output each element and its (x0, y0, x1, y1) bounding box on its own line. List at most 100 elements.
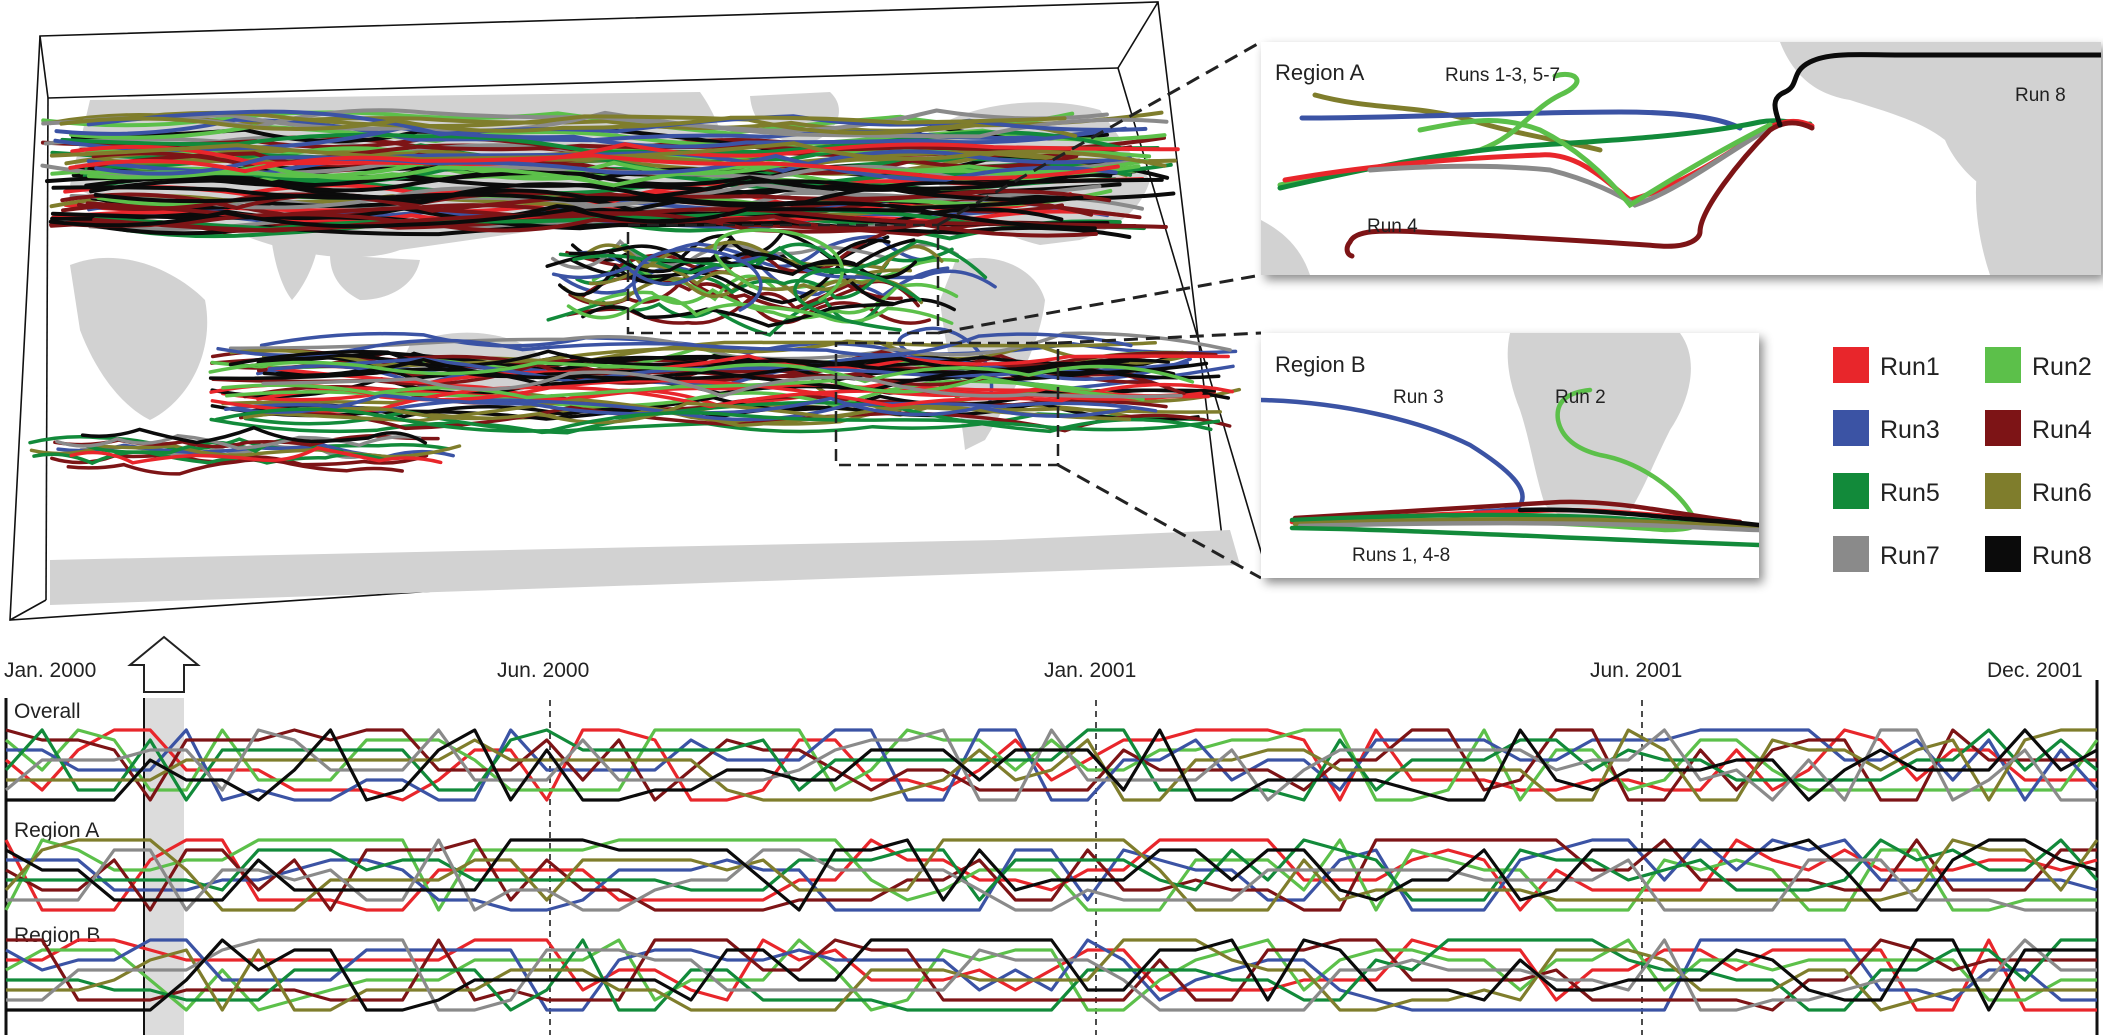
region-a-run2b (1417, 118, 1773, 209)
region-b-rank-line-run3 (5, 938, 2097, 1012)
trajectory-run8 (80, 425, 428, 445)
trajectory-loop-run3 (632, 247, 763, 312)
antarctica (50, 530, 1240, 605)
legend-label-run4: Run4 (2032, 416, 2092, 444)
region-b-rank-line-run7 (6, 938, 2097, 1012)
date-label-jun-2001: Jun. 2001 (1590, 659, 1682, 682)
region-a-rank-line-run4 (5, 838, 2097, 912)
overall-rank-line-run7 (4, 728, 2097, 802)
legend-swatch-run8[interactable] (1985, 536, 2021, 572)
trajectory-run5 (214, 407, 1221, 433)
legend-swatch-run6[interactable] (1985, 473, 2021, 509)
legend-label-run3: Run3 (1880, 416, 1940, 444)
region-a-run4 (1344, 120, 1815, 259)
legend-swatch-run5[interactable] (1833, 473, 1869, 509)
overall-rank-line-run2 (4, 728, 2099, 802)
region-a-rank-line-run3 (6, 838, 2098, 912)
trajectory-run5 (572, 239, 988, 280)
region-b-label-runs: Runs 1, 4-8 (1352, 545, 1450, 566)
region-a-title: Region A (1275, 60, 1365, 85)
ranking-lines-overall (4, 728, 2099, 802)
legend-label-run8: Run8 (2032, 542, 2092, 570)
trajectory-run5 (32, 450, 386, 466)
date-label-jan-2001: Jan. 2001 (1044, 659, 1136, 682)
legend-swatch-run2[interactable] (1985, 347, 2021, 383)
trajectory-run3 (551, 253, 997, 289)
region-a-run7 (1367, 125, 1773, 208)
trajectory-run4 (92, 207, 1168, 233)
trajectory-run4 (77, 192, 1142, 220)
southeast-asia (330, 255, 420, 300)
legend-swatch-run7[interactable] (1833, 536, 1869, 572)
ranking-lines-region-b (5, 938, 2097, 1012)
region-b-rank-line-run5 (6, 938, 2097, 1012)
legend-label-run2: Run2 (2032, 353, 2092, 381)
region-b-label-run3: Run 3 (1393, 387, 1444, 408)
region-a-run3 (1299, 109, 1743, 131)
trajectory-run3 (94, 153, 1118, 182)
trajectory-run8 (48, 207, 1097, 231)
region-a-land-south (1975, 119, 2101, 275)
india (270, 225, 320, 300)
region-a-box[interactable] (626, 223, 940, 335)
region-a-inset[interactable]: Region A Runs 1-3, 5-7 Run 4 Run 8 (1261, 42, 2101, 275)
region-b-rank-line-run6 (6, 938, 2097, 1012)
trajectory-run8 (568, 238, 916, 271)
trajectory-run1 (68, 153, 1120, 181)
trajectory-run3 (216, 332, 1133, 358)
trajectory-run6 (242, 401, 1132, 425)
trajectory-run8 (93, 188, 1078, 210)
legend-swatch-run4[interactable] (1985, 410, 2021, 446)
region-a-label-run4: Run 4 (1367, 216, 1418, 237)
trajectory-run6 (91, 110, 1078, 138)
date-label-jun-2000: Jun. 2000 (497, 659, 589, 682)
inset-leader-lines (937, 40, 1262, 580)
trajectory-run2 (221, 375, 1137, 400)
timeline[interactable]: Jan. 2000 Jun. 2000 Jan. 2001 Jun. 2001 … (4, 635, 2099, 1035)
region-a-land-west (1261, 220, 1310, 275)
legend: Run1 Run2 Run3 Run4 Run5 Run6 Run7 Run8 (1833, 347, 2092, 572)
overall-rank-line-run3 (6, 728, 2099, 802)
region-a-rank-line-run1 (4, 838, 2098, 912)
date-label-jan-2000: Jan. 2000 (4, 659, 96, 682)
region-b-title: Region B (1275, 352, 1366, 377)
time-pointer-arrow[interactable] (127, 635, 201, 693)
region-a-rank-line-run2 (4, 838, 2097, 912)
trajectory-run1 (70, 142, 1180, 166)
trajectory-run6 (59, 115, 1067, 133)
trajectory-run2 (589, 282, 959, 320)
trajectory-loop-run2 (713, 228, 844, 302)
region-b-run7 (1297, 520, 1759, 533)
main-3d-view[interactable] (9, 1, 1263, 621)
row-label-overall: Overall (14, 700, 81, 723)
region-b-label-run2: Run 2 (1555, 387, 1606, 408)
overall-rank-line-run1 (4, 728, 2097, 802)
region-b-run3 (1261, 397, 1525, 515)
trajectory-run6 (256, 397, 1222, 428)
trajectories-northern-band (40, 108, 1180, 241)
overall-rank-line-run4 (5, 728, 2097, 802)
region-b-run8 (1517, 507, 1759, 528)
ranking-lines-region-a (4, 838, 2099, 912)
region-b-run4 (1292, 499, 1743, 525)
trajectory-run2 (79, 158, 1149, 179)
legend-label-run1: Run1 (1880, 353, 1940, 381)
trajectory-run8 (256, 349, 1130, 369)
trajectories-southwest (28, 425, 462, 476)
region-b-box[interactable] (834, 341, 1060, 467)
region-b-inset[interactable]: Region B Run 3 Run 2 Runs 1, 4-8 (1261, 333, 1759, 578)
trajectory-run4 (66, 458, 404, 476)
region-b-run6 (1292, 516, 1759, 529)
region-a-rank-line-run8 (5, 838, 2098, 912)
trajectory-run7 (55, 433, 422, 451)
legend-label-run5: Run5 (1880, 479, 1940, 507)
legend-swatch-run1[interactable] (1833, 347, 1869, 383)
legend-swatch-run3[interactable] (1833, 410, 1869, 446)
trajectory-run8 (51, 179, 1084, 203)
row-label-region-a: Region A (14, 819, 99, 842)
trajectories-southern-band (208, 331, 1242, 435)
region-b-map: Region B Run 3 Run 2 Runs 1, 4-8 (1261, 333, 1759, 566)
africa (70, 257, 208, 420)
trajectory-loop-run5 (793, 267, 922, 332)
